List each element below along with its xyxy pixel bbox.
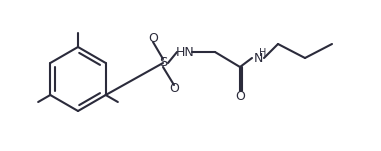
Text: HN: HN bbox=[176, 45, 194, 58]
Text: S: S bbox=[159, 56, 167, 69]
Text: N: N bbox=[253, 51, 263, 64]
Text: H: H bbox=[259, 48, 267, 58]
Text: O: O bbox=[169, 82, 179, 95]
Text: O: O bbox=[148, 32, 158, 45]
Text: O: O bbox=[235, 90, 245, 103]
